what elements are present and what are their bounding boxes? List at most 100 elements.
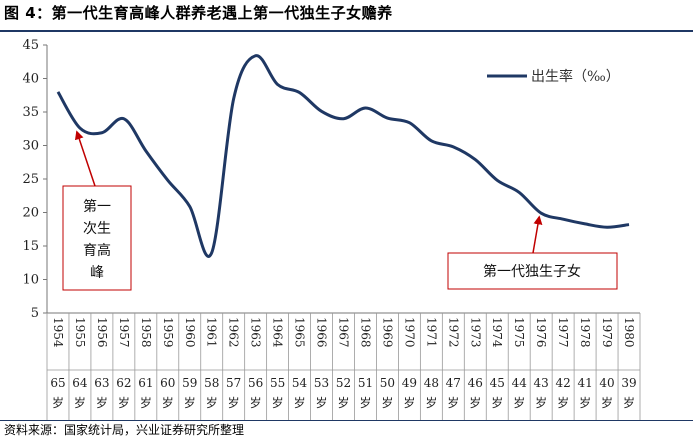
age-unit-label: 岁: [513, 395, 525, 410]
age-label: 47: [446, 376, 461, 390]
birth-rate-chart: 5 10 15 20 25 30 35 40 45 1954 1955 1956 1957 1958 195…: [22, 38, 641, 420]
age-unit-label: 岁: [425, 395, 437, 410]
figure-title: 图 4：第一代生育高峰人群养老遇上第一代独生子女赡养: [4, 4, 393, 22]
age-label: 49: [402, 376, 417, 390]
x-tick-label-year: 1955: [73, 317, 87, 348]
x-tick-label-year: 1972: [446, 317, 460, 348]
axes-layer: 5 10 15 20 25 30 35 40 45 1954 1955 1956 1957 1958 195…: [22, 38, 641, 420]
age-label: 51: [358, 376, 373, 390]
age-unit-label: 岁: [447, 395, 459, 410]
legend: 出生率（‰）: [487, 68, 620, 85]
age-unit-label: 岁: [535, 395, 547, 410]
age-label: 45: [490, 376, 505, 390]
figure-source: 资料来源：国家统计局，兴业证券研究所整理: [4, 423, 245, 437]
age-label: 46: [468, 376, 483, 390]
series-line-birth-rate: [56, 54, 630, 258]
age-label: 50: [380, 376, 395, 390]
age-label: 62: [116, 376, 131, 390]
age-unit-label: 岁: [272, 395, 284, 410]
x-tick-label-year: 1967: [337, 317, 351, 348]
x-tick-label-year: 1971: [424, 317, 438, 348]
y-tick-label: 20: [22, 206, 39, 221]
age-unit-label: 岁: [623, 395, 635, 410]
annotation-box-only-children: [447, 252, 618, 290]
source-rule: [0, 420, 693, 421]
age-label: 48: [424, 376, 439, 390]
x-tick-label-year: 1966: [315, 317, 329, 348]
x-tick-label-year: 1978: [578, 317, 592, 348]
age-unit-label: 岁: [206, 395, 218, 410]
age-label: 64: [72, 376, 88, 390]
age-unit-label: 岁: [316, 395, 328, 410]
y-tick-label: 45: [22, 38, 39, 53]
age-label: 65: [50, 376, 65, 390]
age-unit-label: 岁: [52, 395, 64, 410]
age-unit-label: 岁: [96, 395, 108, 410]
x-tick-label-year: 1977: [556, 317, 570, 348]
title-rule: [0, 30, 693, 32]
x-tick-label-year: 1959: [161, 317, 175, 348]
x-tick-label-year: 1969: [380, 317, 394, 348]
x-tick-label-year: 1974: [490, 317, 504, 348]
age-unit-label: 岁: [469, 395, 481, 410]
age-label: 42: [555, 376, 570, 390]
x-tick-label-year: 1973: [468, 317, 482, 348]
age-unit-label: 岁: [118, 395, 130, 410]
age-unit-label: 岁: [228, 395, 240, 410]
y-tick-label: 40: [22, 72, 39, 87]
age-unit-label: 岁: [294, 395, 306, 410]
y-tick-label: 10: [22, 273, 39, 288]
annotation-text-first-peak: 第一: [83, 198, 111, 215]
annotation-arrow-first-peak: [74, 130, 96, 187]
age-label: 52: [336, 376, 351, 390]
x-tick-label-year: 1957: [117, 317, 131, 348]
annotation-text-first-peak: 峰: [90, 265, 104, 281]
y-tick-label: 30: [22, 139, 39, 154]
age-label: 43: [534, 376, 549, 390]
age-unit-label: 岁: [74, 395, 86, 410]
annotation-text-first-peak: 育高: [83, 242, 111, 259]
age-unit-label: 岁: [162, 395, 174, 410]
x-tick-label-year: 1975: [512, 317, 526, 348]
age-unit-label: 岁: [381, 395, 393, 410]
x-tick-label-year: 1962: [227, 317, 241, 348]
age-unit-label: 岁: [403, 395, 415, 410]
legend-label: 出生率（‰）: [531, 68, 620, 85]
age-label: 57: [226, 376, 241, 390]
y-tick-label: 25: [22, 172, 39, 187]
x-tick-label-year: 1976: [534, 317, 548, 348]
age-unit-label: 岁: [140, 395, 152, 410]
x-tick-label-year: 1958: [139, 317, 153, 348]
x-tick-label-year: 1961: [205, 317, 219, 348]
x-tick-label-year: 1964: [271, 317, 285, 348]
age-label: 54: [292, 376, 308, 390]
x-tick-label-year: 1968: [358, 317, 372, 348]
age-unit-label: 岁: [557, 395, 569, 410]
y-tick-label: 5: [31, 306, 39, 321]
age-unit-label: 岁: [250, 395, 262, 410]
age-label: 40: [599, 376, 614, 390]
annotation-arrow-only-children: [532, 215, 543, 254]
age-unit-label: 岁: [359, 395, 371, 410]
age-label: 61: [138, 376, 153, 390]
marks-layer: [56, 54, 630, 258]
age-unit-label: 岁: [337, 395, 349, 410]
x-tick-label-year: 1960: [183, 317, 197, 348]
x-tick-label-year: 1970: [402, 317, 416, 348]
x-tick-label-year: 1956: [95, 317, 109, 348]
x-tick-label-year: 1954: [51, 317, 65, 348]
x-tick-label-year: 1980: [622, 317, 636, 348]
age-label: 53: [314, 376, 329, 390]
age-label: 41: [577, 376, 592, 390]
age-unit-label: 岁: [579, 395, 591, 410]
age-label: 39: [621, 376, 636, 390]
x-tick-label-year: 1979: [600, 317, 614, 348]
annotation-text-first-peak: 次生: [83, 221, 111, 237]
age-unit-label: 岁: [601, 395, 613, 410]
age-unit-label: 岁: [184, 395, 196, 410]
x-tick-label-year: 1963: [249, 317, 263, 348]
annotation-text-only-children: 第一代独生子女: [483, 263, 581, 280]
age-label: 44: [512, 376, 528, 390]
y-tick-label: 15: [22, 239, 39, 254]
